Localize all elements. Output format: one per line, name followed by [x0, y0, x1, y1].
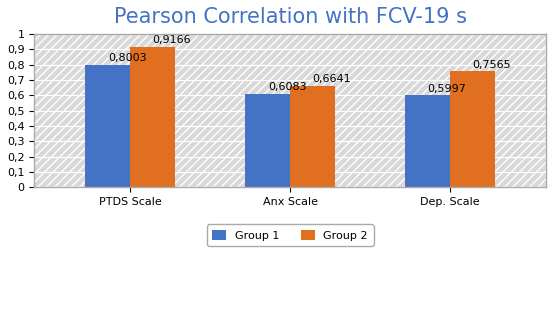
Text: 0,8003: 0,8003 — [108, 53, 147, 63]
Legend: Group 1, Group 2: Group 1, Group 2 — [207, 224, 373, 246]
Text: 0,6641: 0,6641 — [312, 74, 351, 84]
Bar — [450, 71, 495, 187]
Bar — [290, 86, 335, 187]
Title: Pearson Correlation with FCV-19 s: Pearson Correlation with FCV-19 s — [114, 7, 467, 27]
Text: 0,5997: 0,5997 — [427, 84, 467, 94]
Bar — [131, 47, 175, 187]
Bar — [86, 65, 131, 187]
Bar — [246, 94, 290, 187]
Text: 0,9166: 0,9166 — [153, 35, 191, 45]
Text: 0,7565: 0,7565 — [472, 60, 511, 70]
Text: 0,6083: 0,6083 — [268, 82, 306, 92]
Bar — [405, 96, 450, 187]
